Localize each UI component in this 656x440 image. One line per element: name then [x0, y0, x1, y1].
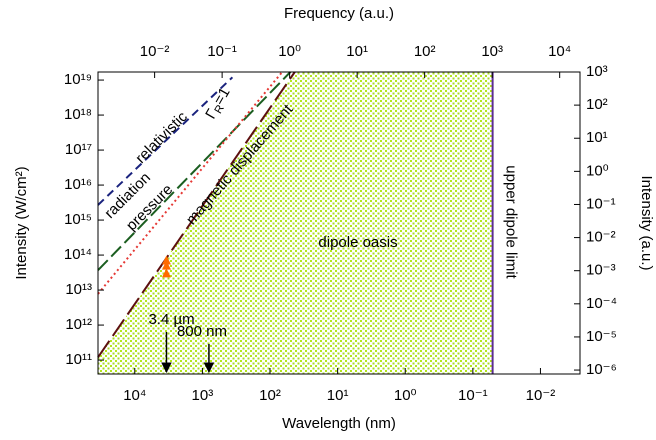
oasis-label: dipole oasis [318, 234, 397, 251]
tick-label: 10¹⁸ [64, 106, 92, 123]
x-axis-title: Wavelength (nm) [282, 415, 396, 432]
x2-axis-title: Frequency (a.u.) [284, 5, 394, 22]
upper-dipole-limit-label: upper dipole limit [503, 165, 520, 279]
tick-label: 10⁻¹ [458, 387, 488, 404]
data-point [161, 260, 171, 270]
tick-label: 10¹¹ [65, 351, 92, 368]
tick-label: 10⁻⁶ [586, 361, 617, 378]
tick-label: 10⁻³ [586, 262, 616, 279]
tick-label: 10¹⁹ [64, 71, 92, 88]
tick-label: 10² [259, 387, 281, 404]
dipole-oasis-region [98, 72, 493, 374]
tick-label: 10⁰ [394, 387, 417, 404]
relativistic-label: relativistic [132, 108, 191, 167]
plot-frame [97, 71, 581, 375]
tick-label: 10⁰ [278, 43, 301, 60]
tick-label: 10⁻⁴ [586, 295, 617, 312]
tick-label: 10¹ [346, 43, 368, 60]
tick-label: 10⁴ [123, 387, 146, 404]
tick-label: 10⁴ [548, 43, 571, 60]
tick-label: 10⁻² [526, 387, 556, 404]
tick-label: 10² [414, 43, 436, 60]
tick-label: 10² [586, 96, 608, 113]
y2-axis-title: Intensity (a.u.) [638, 175, 655, 270]
gamma-label: ΓR=1 [202, 85, 235, 123]
tick-label: 10⁰ [586, 162, 609, 179]
tick-label: 10¹ [327, 387, 349, 404]
annotation: 3.4 µm [148, 311, 194, 328]
tick-label: 10⁻⁵ [586, 328, 617, 345]
regime-line [97, 71, 296, 358]
tick-label: 10⁻² [140, 43, 170, 60]
tick-label: 10¹⁴ [64, 246, 92, 263]
regime-line [97, 71, 283, 295]
annotation: 800 nm [177, 323, 227, 340]
regime-line [97, 71, 292, 271]
tick-label: 10¹³ [65, 281, 92, 298]
tick-label: 10³ [586, 63, 608, 80]
tick-label: 10¹² [65, 316, 92, 333]
tick-label: 10³ [192, 387, 214, 404]
tick-label: 10¹⁷ [65, 141, 92, 158]
data-point [161, 268, 171, 278]
tick-label: 10⁻¹ [207, 43, 237, 60]
gamma-rest: =1 [210, 85, 233, 108]
tick-label: 10¹ [586, 129, 608, 146]
tick-label: 10¹⁵ [64, 211, 92, 228]
tick-label: 10⁻² [586, 229, 616, 246]
regime-line [97, 76, 234, 206]
tick-label: 10³ [481, 43, 503, 60]
tick-label: 10⁻¹ [586, 195, 616, 212]
y-axis-title: Intensity (W/cm²) [13, 166, 30, 279]
data-point [161, 255, 171, 265]
tick-label: 10¹⁶ [64, 176, 92, 193]
